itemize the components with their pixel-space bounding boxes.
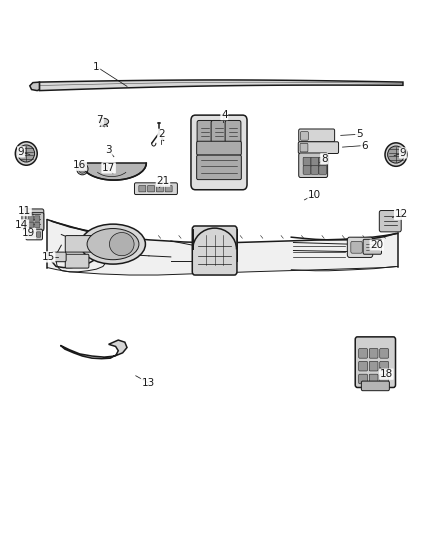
FancyBboxPatch shape: [361, 381, 389, 391]
FancyBboxPatch shape: [32, 232, 36, 237]
Ellipse shape: [78, 165, 86, 173]
FancyBboxPatch shape: [65, 254, 89, 268]
FancyBboxPatch shape: [363, 239, 381, 254]
FancyBboxPatch shape: [191, 115, 247, 190]
Text: 19: 19: [22, 229, 35, 238]
FancyBboxPatch shape: [28, 232, 32, 237]
Ellipse shape: [81, 224, 145, 264]
FancyBboxPatch shape: [299, 129, 335, 142]
Text: 17: 17: [102, 163, 115, 173]
Polygon shape: [60, 340, 127, 359]
Ellipse shape: [388, 146, 404, 163]
FancyBboxPatch shape: [156, 185, 163, 192]
FancyBboxPatch shape: [26, 213, 44, 231]
Text: 9: 9: [18, 147, 25, 157]
FancyBboxPatch shape: [351, 241, 362, 253]
Text: 2: 2: [158, 130, 165, 139]
Text: 15: 15: [42, 252, 55, 262]
FancyBboxPatch shape: [148, 185, 155, 192]
FancyBboxPatch shape: [35, 216, 40, 221]
FancyBboxPatch shape: [35, 222, 40, 228]
Ellipse shape: [15, 142, 37, 165]
Ellipse shape: [104, 165, 108, 169]
FancyBboxPatch shape: [197, 141, 241, 155]
FancyBboxPatch shape: [319, 157, 327, 166]
FancyBboxPatch shape: [197, 120, 213, 143]
Ellipse shape: [87, 229, 139, 260]
Ellipse shape: [81, 146, 146, 180]
Text: 21: 21: [156, 176, 170, 186]
FancyBboxPatch shape: [197, 155, 241, 180]
FancyBboxPatch shape: [380, 374, 389, 384]
Polygon shape: [30, 82, 39, 91]
Text: 18: 18: [380, 369, 393, 379]
Text: 11: 11: [18, 206, 31, 215]
FancyBboxPatch shape: [359, 361, 367, 371]
FancyBboxPatch shape: [380, 349, 389, 358]
FancyBboxPatch shape: [28, 216, 34, 221]
FancyBboxPatch shape: [211, 120, 227, 143]
FancyBboxPatch shape: [298, 142, 339, 154]
FancyBboxPatch shape: [51, 252, 66, 262]
Polygon shape: [47, 220, 398, 275]
FancyBboxPatch shape: [303, 157, 311, 166]
FancyBboxPatch shape: [369, 349, 378, 358]
FancyBboxPatch shape: [37, 232, 41, 237]
FancyBboxPatch shape: [319, 166, 327, 174]
FancyBboxPatch shape: [311, 157, 319, 166]
FancyBboxPatch shape: [300, 132, 308, 140]
FancyBboxPatch shape: [355, 337, 396, 387]
FancyBboxPatch shape: [192, 226, 237, 275]
Text: 12: 12: [395, 209, 408, 219]
Polygon shape: [77, 127, 151, 163]
Polygon shape: [39, 80, 403, 91]
Text: 4: 4: [221, 110, 228, 119]
FancyBboxPatch shape: [359, 374, 367, 384]
Text: 14: 14: [15, 220, 28, 230]
FancyBboxPatch shape: [369, 361, 378, 371]
Ellipse shape: [110, 232, 134, 256]
FancyBboxPatch shape: [369, 374, 378, 384]
FancyBboxPatch shape: [165, 185, 172, 192]
Ellipse shape: [100, 123, 108, 135]
Text: 5: 5: [356, 130, 363, 139]
Ellipse shape: [77, 163, 88, 175]
FancyBboxPatch shape: [303, 166, 311, 174]
FancyBboxPatch shape: [134, 183, 177, 195]
Text: 13: 13: [141, 378, 155, 387]
FancyBboxPatch shape: [28, 222, 34, 228]
FancyBboxPatch shape: [380, 361, 389, 371]
Text: 20: 20: [370, 240, 383, 250]
FancyBboxPatch shape: [225, 120, 241, 143]
Text: 6: 6: [361, 141, 368, 150]
Text: 8: 8: [321, 154, 328, 164]
Text: 3: 3: [105, 146, 112, 155]
FancyBboxPatch shape: [299, 153, 328, 177]
Text: 9: 9: [399, 148, 406, 158]
Ellipse shape: [385, 143, 407, 166]
FancyBboxPatch shape: [311, 166, 319, 174]
FancyBboxPatch shape: [22, 209, 44, 230]
Ellipse shape: [18, 145, 35, 162]
Text: 7: 7: [96, 115, 103, 125]
Text: 1: 1: [93, 62, 100, 71]
FancyBboxPatch shape: [347, 237, 373, 257]
FancyBboxPatch shape: [65, 236, 92, 252]
FancyBboxPatch shape: [359, 349, 367, 358]
Text: 10: 10: [308, 190, 321, 199]
Ellipse shape: [99, 118, 109, 125]
FancyBboxPatch shape: [26, 229, 42, 240]
FancyBboxPatch shape: [300, 143, 308, 152]
FancyBboxPatch shape: [139, 185, 146, 192]
FancyBboxPatch shape: [379, 211, 401, 232]
Text: 16: 16: [73, 160, 86, 170]
